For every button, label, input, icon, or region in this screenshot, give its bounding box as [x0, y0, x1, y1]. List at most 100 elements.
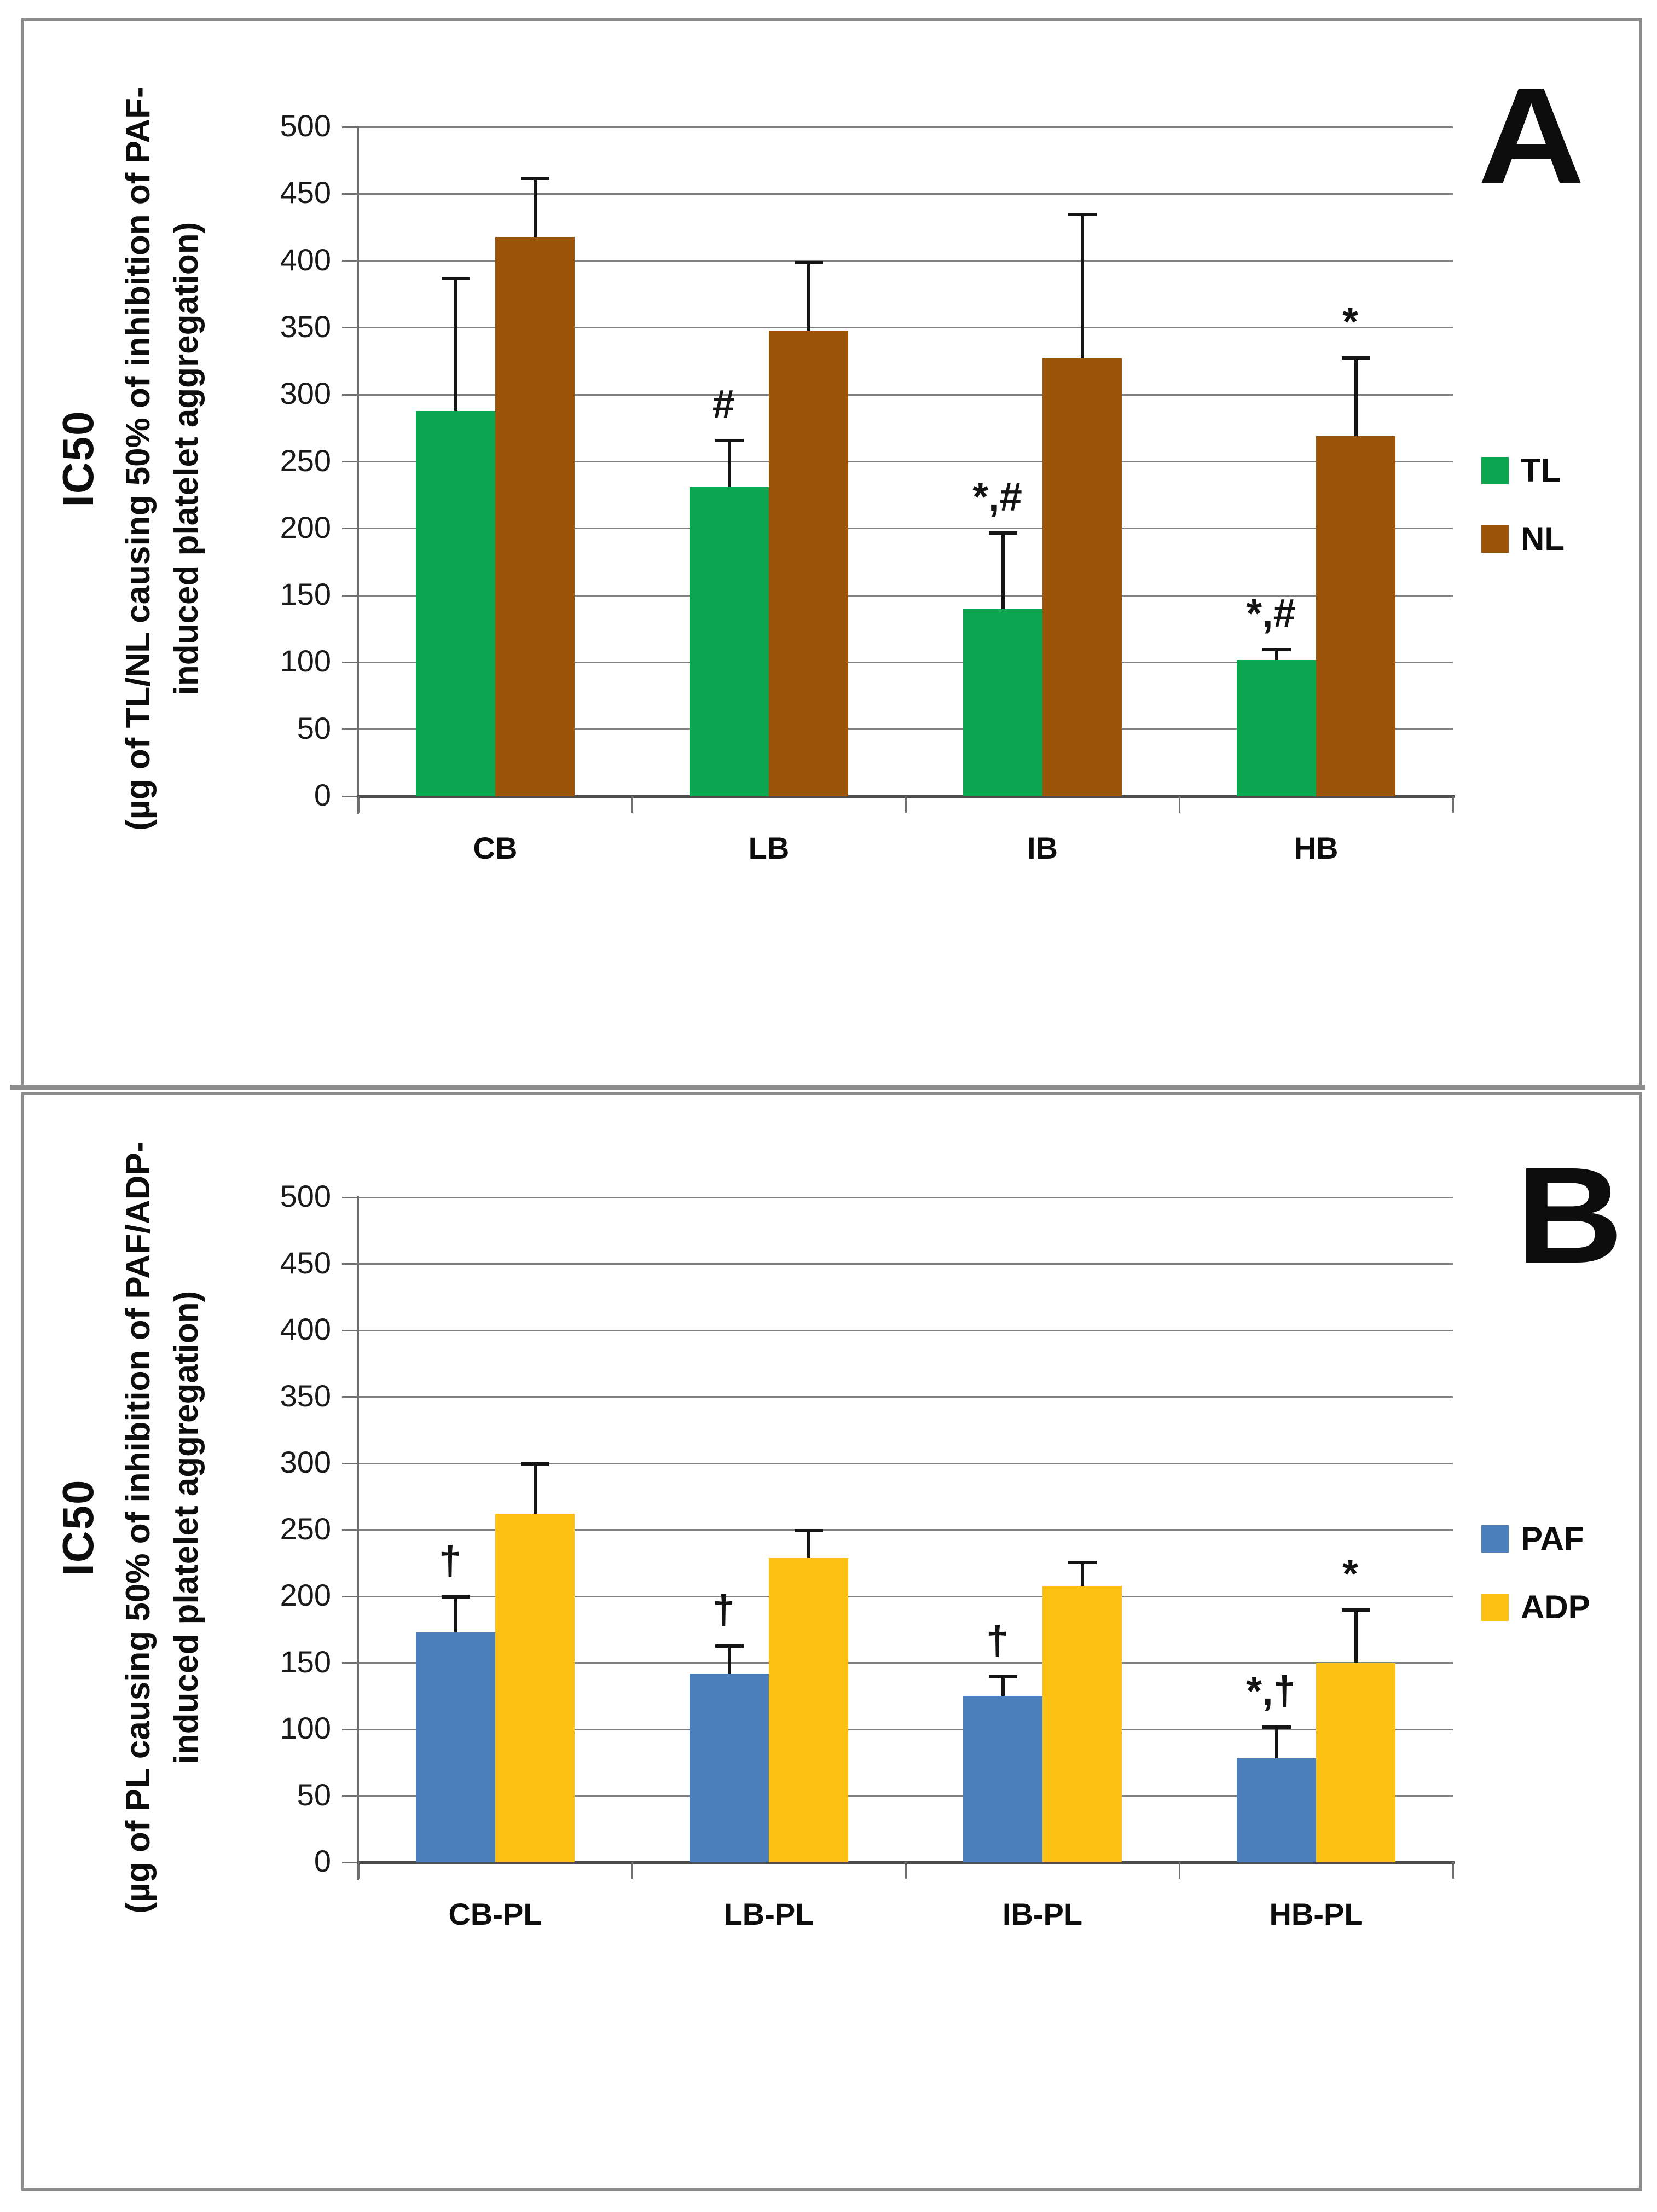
y-axis-label-a: IC50 (µg of TL/NL causing 50% of inhibit… [52, 48, 211, 869]
error-whisker-CB-PL-ADP [533, 1463, 537, 1514]
y-tick-label-500: 500 [280, 108, 331, 143]
x-boundary-tick [1178, 1862, 1180, 1879]
y-tick-0 [342, 795, 357, 797]
y-tick-400 [342, 1329, 357, 1331]
bar-HB-PL-ADP [1316, 1663, 1395, 1862]
gridline-500 [358, 126, 1453, 128]
error-whisker-CB-PL-PAF [454, 1596, 457, 1632]
y-tick-450 [342, 193, 357, 195]
x-boundary-tick [631, 796, 633, 813]
bar-HB-TL [1237, 659, 1316, 796]
y-tick-500 [342, 1196, 357, 1198]
y-tick-label-100: 100 [280, 1711, 331, 1745]
gridline-50 [358, 1795, 1453, 1797]
x-boundary-tick [1452, 796, 1454, 813]
error-cap-HB-TL [1262, 647, 1291, 651]
panel-letter-b: B [1516, 1139, 1623, 1292]
error-cap-LB-PL-ADP [794, 1528, 823, 1532]
y-tick-label-300: 300 [280, 1445, 331, 1479]
y-axis-label-a-line3: induced platelet aggregation) [167, 222, 205, 696]
x-category-label-HB: HB [1294, 831, 1339, 865]
y-tick-50 [342, 728, 357, 731]
y-tick-label-150: 150 [280, 1644, 331, 1679]
legend-item-PAF: PAF [1481, 1520, 1590, 1557]
x-boundary-tick [357, 1862, 360, 1879]
error-whisker-HB-PL-ADP [1354, 1609, 1358, 1663]
y-tick-100 [342, 661, 357, 663]
gridline-150 [358, 594, 1453, 597]
y-tick-200 [342, 528, 357, 530]
y-tick-label-0: 0 [314, 1844, 331, 1878]
legend-item-TL: TL [1481, 451, 1565, 489]
significance-annotation-HB-TL: *,# [1246, 590, 1296, 636]
bar-IB-NL [1042, 358, 1122, 796]
panel-b: B IC50 (µg of PL causing 50% of inhibiti… [21, 1092, 1642, 2191]
gridline-200 [358, 1595, 1453, 1597]
bar-CB-PL-ADP [495, 1514, 575, 1862]
y-tick-label-250: 250 [280, 1511, 331, 1546]
y-axis-line [357, 1196, 359, 1880]
error-cap-LB-PL-PAF [715, 1644, 744, 1648]
bar-CB-NL [495, 236, 575, 796]
significance-annotation-LB-PL-PAF: † [712, 1586, 735, 1632]
legend: TL NL [1481, 451, 1565, 558]
y-tick-500 [342, 126, 357, 128]
error-cap-IB-TL [988, 531, 1017, 535]
error-whisker-IB-TL [1001, 532, 1005, 609]
error-cap-CB-PL-ADP [520, 1462, 549, 1466]
significance-annotation-IB-PL-PAF: † [986, 1617, 1009, 1663]
y-tick-100 [342, 1728, 357, 1730]
gridline-400 [358, 260, 1453, 262]
y-tick-label-50: 50 [297, 710, 331, 745]
legend-label-ADP: ADP [1521, 1589, 1590, 1626]
gridline-250 [358, 1529, 1453, 1531]
y-tick-450 [342, 1263, 357, 1265]
error-whisker-HB-PL-PAF [1274, 1727, 1278, 1759]
legend-swatch-TL [1481, 456, 1509, 484]
y-tick-300 [342, 1462, 357, 1464]
y-tick-0 [342, 1861, 357, 1863]
gridline-100 [358, 661, 1453, 663]
gridline-350 [358, 1396, 1453, 1398]
error-cap-IB-NL [1068, 212, 1097, 216]
error-cap-HB-NL [1341, 356, 1370, 360]
y-axis-label-b-line2: (µg of PL causing 50% of inhibition of P… [119, 1141, 157, 1914]
significance-annotation-HB-PL-PAF: *,† [1246, 1668, 1296, 1714]
bar-HB-PL-PAF [1237, 1758, 1316, 1862]
error-whisker-HB-NL [1354, 357, 1358, 437]
error-cap-CB-NL [520, 176, 549, 180]
bar-CB-PL-PAF [416, 1632, 495, 1862]
x-boundary-tick [1452, 1862, 1454, 1879]
error-cap-IB-PL-PAF [988, 1675, 1017, 1678]
y-tick-label-200: 200 [280, 1578, 331, 1612]
plot-area-b: 0 50 100 150 200 250 300 350 400 450 500 CB-PL LB-PL… [280, 1179, 1590, 1931]
error-whisker-LB-NL [807, 262, 810, 331]
x-category-label-HB-PL: HB-PL [1269, 1897, 1363, 1931]
significance-annotation-HB-NL: * [1342, 298, 1358, 344]
gridline-300 [358, 1462, 1453, 1464]
x-boundary-tick [357, 796, 360, 813]
bar-LB-PL-PAF [690, 1673, 769, 1862]
bar-IB-TL [963, 609, 1042, 796]
y-tick-150 [342, 594, 357, 597]
significance-annotation-IB-TL: *,# [972, 474, 1022, 520]
legend-label-NL: NL [1521, 520, 1565, 558]
legend-label-TL: TL [1521, 452, 1561, 489]
legend-item-ADP: ADP [1481, 1588, 1590, 1626]
error-cap-IB-PL-ADP [1068, 1560, 1097, 1564]
bar-LB-PL-ADP [769, 1557, 848, 1862]
y-tick-label-50: 50 [297, 1777, 331, 1812]
gridline-50 [358, 728, 1453, 731]
legend-swatch-NL [1481, 525, 1509, 553]
y-axis-label-b-line3: induced platelet aggregation) [167, 1290, 205, 1764]
gridline-500 [358, 1196, 1453, 1198]
panel-letter-a: A [1478, 59, 1585, 212]
gridline-150 [358, 1662, 1453, 1664]
gridline-450 [358, 1263, 1453, 1265]
y-axis-line [357, 126, 359, 814]
significance-annotation-LB-TL: # [712, 381, 735, 427]
error-whisker-LB-PL-PAF [727, 1645, 731, 1674]
error-whisker-IB-PL-ADP [1080, 1561, 1084, 1586]
panel-divider [10, 1085, 1645, 1090]
y-tick-label-0: 0 [314, 778, 331, 812]
